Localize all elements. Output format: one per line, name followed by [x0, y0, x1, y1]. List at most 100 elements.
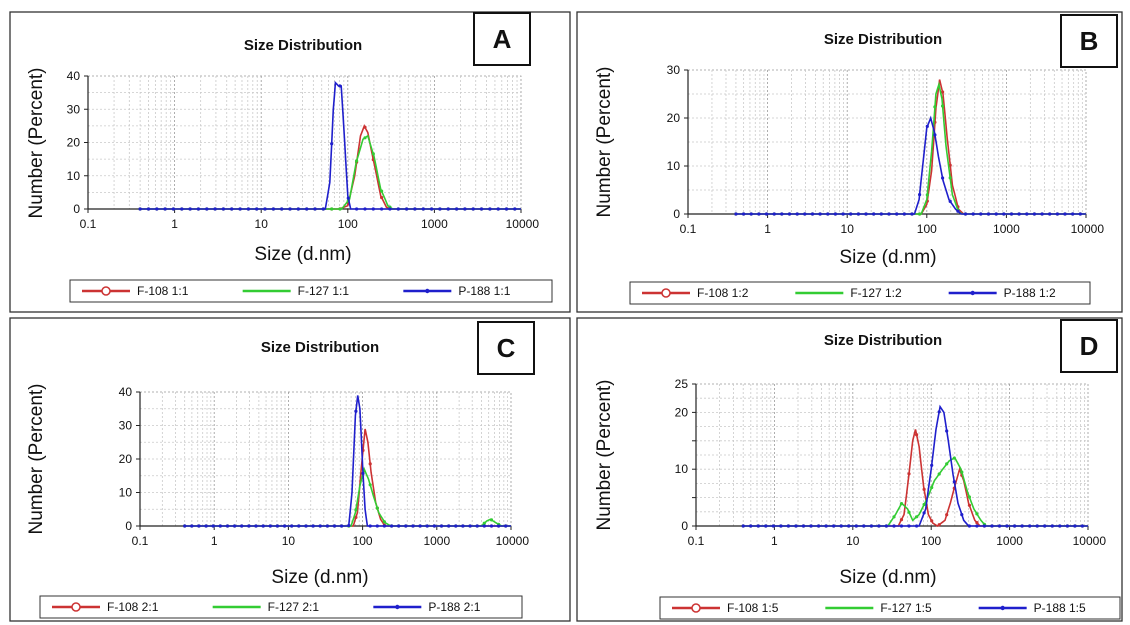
- data-point: [318, 524, 322, 528]
- legend: F-108 2:1 F-127 2:1 P-188 2:1: [39, 595, 523, 619]
- data-point: [794, 524, 798, 528]
- x-axis-label: Size (d.nm): [839, 567, 936, 588]
- data-point: [368, 524, 372, 528]
- data-point: [975, 512, 979, 516]
- data-point: [1065, 524, 1069, 528]
- data-point: [854, 524, 858, 528]
- data-point: [877, 524, 881, 528]
- chart-title: Size Distribution: [244, 37, 362, 54]
- data-point: [1025, 212, 1029, 216]
- x-tick-label: 10: [841, 222, 855, 236]
- data-point: [937, 410, 941, 414]
- data-point: [902, 212, 906, 216]
- data-point: [254, 524, 258, 528]
- data-point: [455, 207, 459, 211]
- data-point: [375, 506, 379, 510]
- data-point: [305, 207, 309, 211]
- data-point: [1020, 524, 1024, 528]
- data-point: [463, 207, 467, 211]
- data-point: [297, 524, 301, 528]
- data-point: [945, 513, 949, 517]
- data-point: [1002, 212, 1006, 216]
- data-point: [146, 207, 151, 211]
- data-point: [461, 524, 465, 528]
- data-point: [290, 524, 294, 528]
- data-point: [892, 524, 896, 528]
- data-point: [396, 207, 400, 211]
- legend-marker: [691, 603, 701, 613]
- data-point: [925, 193, 929, 197]
- data-point: [354, 508, 358, 512]
- data-point: [1078, 212, 1082, 216]
- data-point: [956, 209, 960, 213]
- legend-box: [629, 281, 1091, 305]
- data-point: [163, 207, 167, 211]
- data-point: [330, 207, 334, 211]
- y-tick-label: 20: [119, 452, 133, 466]
- data-point: [892, 515, 896, 519]
- data-point: [255, 207, 259, 211]
- data-point: [899, 518, 904, 522]
- data-point: [454, 524, 458, 528]
- data-point: [471, 207, 475, 211]
- data-point: [1017, 212, 1021, 216]
- x-tick-label: 0.1: [680, 222, 697, 236]
- legend-label: P-188 1:2: [1004, 286, 1056, 300]
- data-point: [930, 485, 934, 490]
- panel-letter-box: [477, 321, 535, 375]
- data-point: [430, 207, 434, 211]
- data-point: [945, 462, 949, 466]
- y-tick-label: 20: [67, 136, 81, 150]
- data-point: [967, 524, 972, 528]
- legend-label: F-108 1:1: [137, 284, 189, 298]
- data-point: [979, 212, 983, 216]
- x-tick-label: 10000: [496, 534, 530, 548]
- data-point: [397, 524, 401, 528]
- y-tick-label: 0: [673, 207, 680, 221]
- data-point: [922, 502, 926, 507]
- data-point: [475, 524, 479, 528]
- data-point: [757, 212, 761, 216]
- data-point: [952, 456, 956, 460]
- data-point: [937, 523, 941, 527]
- x-axis-label: Size (d.nm): [839, 247, 936, 268]
- data-point: [240, 524, 244, 528]
- data-point: [975, 524, 979, 528]
- data-point: [941, 90, 945, 94]
- x-tick-label: 1: [764, 222, 771, 236]
- data-point: [915, 515, 919, 519]
- data-point: [1063, 212, 1067, 216]
- y-axis-label: Number (Percent): [594, 67, 615, 218]
- panel-letter: B: [1080, 26, 1099, 56]
- data-point: [354, 515, 358, 520]
- data-point: [818, 212, 822, 216]
- data-point: [280, 207, 284, 211]
- data-point: [742, 212, 746, 216]
- data-point: [801, 524, 806, 528]
- data-point: [346, 196, 350, 200]
- data-point: [994, 212, 998, 216]
- data-point: [990, 524, 994, 528]
- panel-letter: D: [1080, 331, 1099, 361]
- data-point: [439, 524, 444, 528]
- data-point: [368, 462, 372, 466]
- data-point: [787, 212, 792, 216]
- data-point: [1005, 524, 1009, 528]
- data-point: [803, 212, 807, 216]
- data-point: [268, 524, 272, 528]
- data-point: [734, 212, 738, 216]
- x-tick-label: 100: [917, 222, 937, 236]
- y-tick-label: 30: [667, 63, 681, 77]
- data-point: [795, 212, 799, 216]
- x-tick-label: 10: [282, 534, 296, 548]
- data-point: [479, 207, 484, 211]
- data-point: [418, 524, 422, 528]
- legend-box: [39, 595, 523, 619]
- y-tick-label: 40: [67, 69, 81, 83]
- y-tick-label: 10: [67, 169, 81, 183]
- data-point: [411, 524, 415, 528]
- y-tick-label: 10: [675, 462, 689, 476]
- data-point: [915, 524, 919, 528]
- data-point: [982, 524, 987, 528]
- data-point: [296, 207, 300, 211]
